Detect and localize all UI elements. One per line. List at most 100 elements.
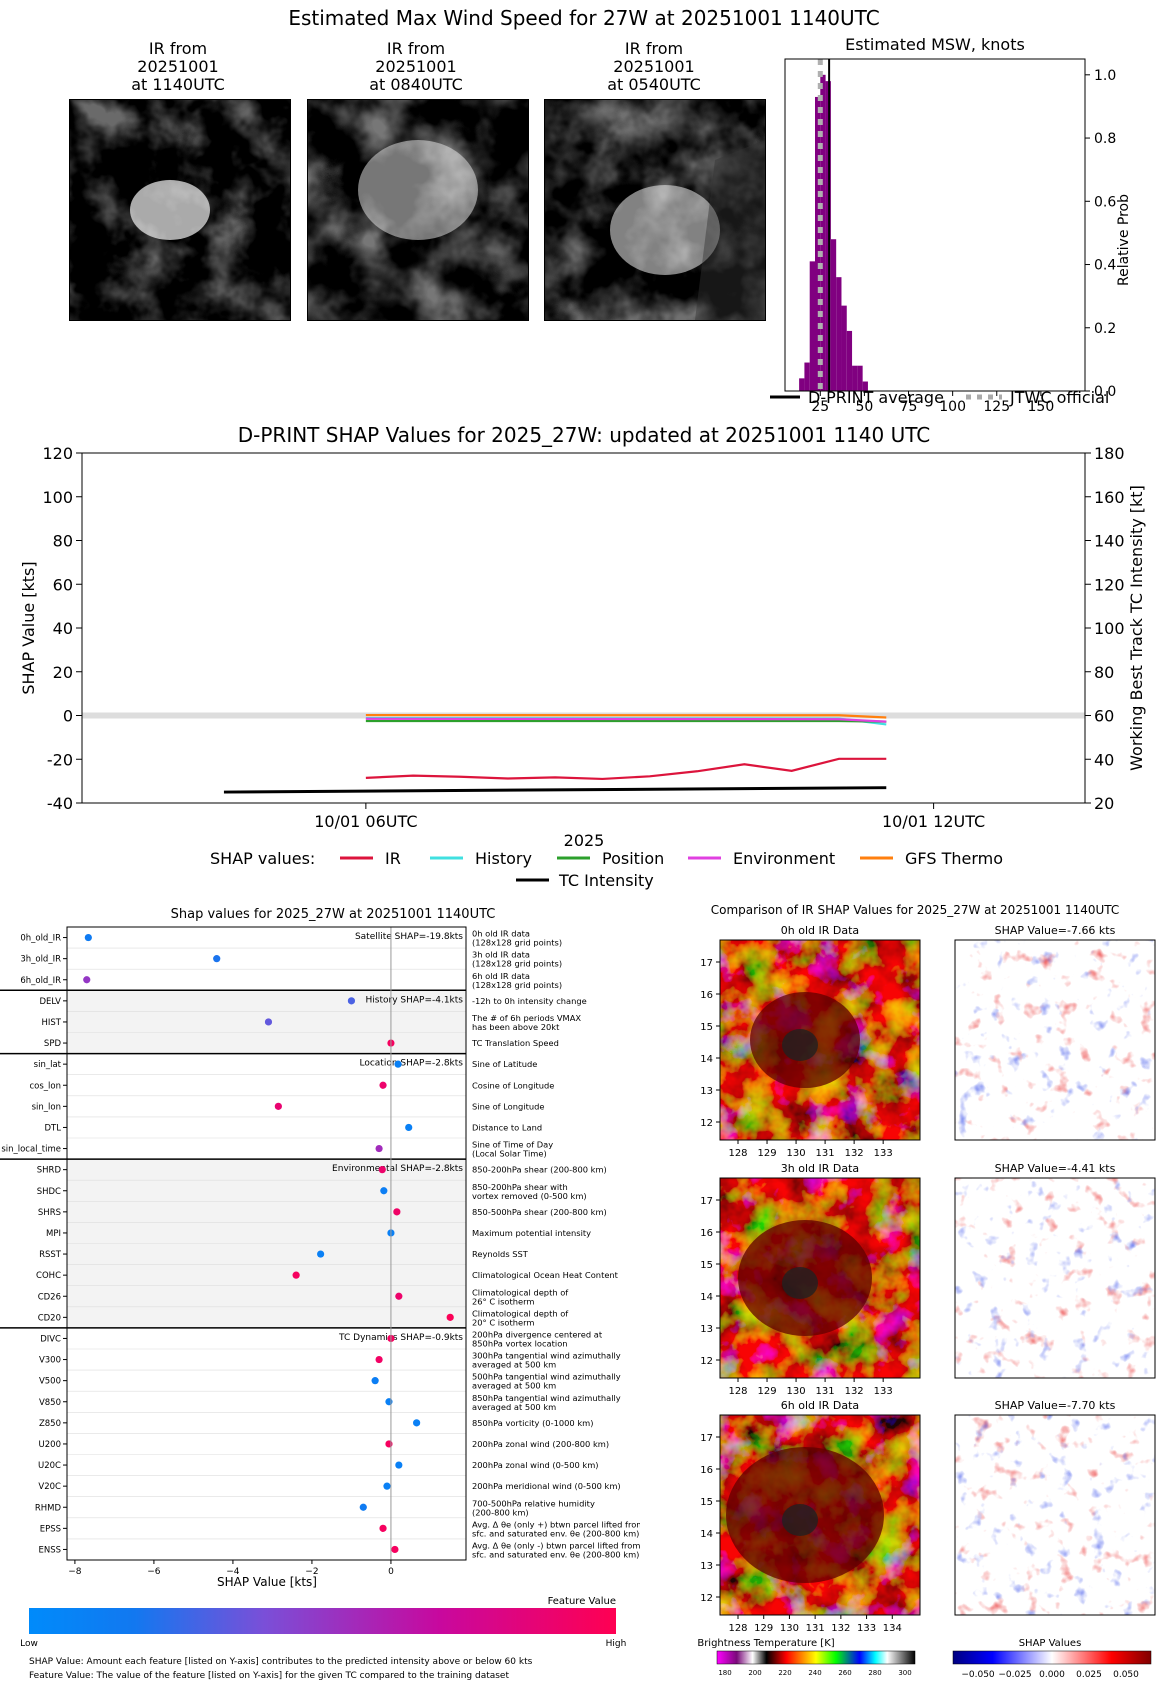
feature-group-label: Location SHAP=-2.8kts	[359, 1059, 463, 1069]
feature-chart-title: Shap values for 2025_27W at 20251001 114…	[171, 907, 496, 922]
timeseries-frame	[81, 452, 1086, 804]
shap-feature-chart: Shap values for 2025_27W at 20251001 114…	[0, 907, 640, 1681]
series-ir-line	[365, 757, 887, 781]
lat-tick-label: 13	[700, 1086, 713, 1097]
lat-tick-label: 14	[700, 1292, 713, 1303]
ir-map-frame	[719, 1414, 921, 1616]
colorbar-low-label: Low	[20, 1639, 38, 1649]
feature-description: Sine of Time of Day	[472, 1140, 553, 1150]
feature-description: Climatological Ocean Heat Content	[472, 1270, 619, 1280]
histogram-bar	[804, 362, 810, 391]
lon-tick-label: 132	[845, 1386, 864, 1397]
feature-name: DTL	[45, 1123, 62, 1133]
histogram-bar	[862, 381, 868, 391]
feature-name: RSST	[39, 1250, 62, 1260]
shap-panel-title: SHAP Value=-7.66 kts	[995, 924, 1116, 937]
histogram-xtick-label: 75	[900, 399, 918, 415]
lat-tick-label: 12	[700, 1356, 713, 1367]
ytick-label: 0	[63, 707, 73, 726]
bt-tick-label: 200	[748, 1669, 761, 1677]
feature-name: V20C	[38, 1482, 61, 1492]
feature-group-label: Satellite SHAP=-19.8kts	[355, 932, 463, 942]
lon-tick-label: 128	[728, 1623, 747, 1634]
feature-description: Reynolds SST	[472, 1249, 529, 1259]
histogram-title: Estimated MSW, knots	[845, 35, 1025, 54]
timeseries-ylabel: SHAP Value [kts]	[19, 561, 38, 694]
lat-tick-label: 16	[700, 990, 713, 1001]
feature-name: 0h_old_IR	[20, 934, 61, 944]
legend-label: Environment	[733, 849, 835, 868]
feature-description: (128x128 grid points)	[472, 959, 562, 969]
ir-panel-2-label: IR from 20251001 at 0840UTC	[369, 39, 463, 94]
feature-name: sin_lat	[34, 1060, 62, 1070]
feature-shap-point	[378, 1166, 386, 1174]
histogram-ytick-label: 0.0	[1094, 384, 1116, 400]
feature-chart-xlabel: SHAP Value [kts]	[217, 1575, 317, 1589]
ytick-label: 80	[53, 532, 73, 551]
histogram-ytick-label: 0.2	[1094, 321, 1116, 337]
feature-description: (200-800 km)	[472, 1507, 529, 1517]
ytick-right-label: 100	[1094, 619, 1125, 638]
ytick-label: -40	[47, 794, 73, 813]
lat-tick-label: 17	[700, 958, 713, 969]
feature-description: 20° C isotherm	[472, 1317, 534, 1327]
feature-shap-point	[375, 1355, 383, 1364]
legend-dprint-label: D-PRINT average	[808, 388, 944, 407]
feature-shap-point	[383, 1482, 391, 1490]
shap-map-negative	[955, 1415, 1155, 1615]
feature-name: CD26	[38, 1292, 61, 1302]
feature-shap-point	[371, 1377, 379, 1385]
ytick-label: 40	[53, 619, 73, 638]
feature-description: averaged at 500 km	[472, 1402, 556, 1412]
feature-plot-frame	[66, 926, 467, 1561]
series-environment-line	[365, 717, 887, 723]
bt-tick-label: 240	[808, 1669, 821, 1677]
feature-description: Avg. Δ θe (only -) btwn parcel lifted fr…	[472, 1540, 640, 1550]
feature-shap-point	[385, 1398, 393, 1406]
timeseries-xlabel: 2025	[564, 831, 605, 850]
legend-label: Position	[602, 849, 664, 868]
lat-tick-label: 17	[700, 1433, 713, 1444]
feature-name: sin_local_time	[1, 1145, 61, 1155]
ir-image-0540	[544, 99, 766, 321]
feature-shap-point	[379, 1524, 387, 1532]
feature-description: (128x128 grid points)	[472, 938, 562, 948]
feature-name: SHRD	[37, 1166, 62, 1176]
lat-tick-label: 16	[700, 1228, 713, 1239]
feature-name: SPD	[44, 1039, 62, 1049]
shap-panel-title: SHAP Value=-4.41 kts	[995, 1162, 1116, 1175]
feature-description: 26° C isotherm	[472, 1296, 534, 1306]
ytick-label: 60	[53, 575, 73, 594]
feature-description: sfc. and saturated env. θe (200-800 km)	[472, 1549, 639, 1559]
feature-description: -12h to 0h intensity change	[472, 996, 587, 1006]
ytick-right-label: 40	[1094, 750, 1114, 769]
feature-description: 500hPa tangential wind azimuthally	[472, 1372, 621, 1382]
feature-description: sfc. and saturated env. θe (200-800 km)	[472, 1528, 639, 1538]
ytick-label: 20	[53, 663, 73, 682]
histogram-bar	[841, 305, 847, 391]
feature-shap-point	[395, 1292, 403, 1300]
ytick-right-label: 120	[1094, 575, 1125, 594]
lon-tick-label: 129	[757, 1386, 776, 1397]
feature-description: Climatological depth of	[472, 1287, 569, 1297]
lat-tick-label: 15	[700, 1497, 713, 1508]
msw-histogram: Estimated MSW, knots 25 50 75 100 125 150 0.0…	[770, 35, 1132, 415]
ir-cold-top	[782, 1029, 818, 1061]
feature-group-label: History SHAP=-4.1kts	[366, 995, 464, 1005]
ytick-right-label: 60	[1094, 707, 1114, 726]
feature-description: 0h old IR data	[472, 929, 530, 939]
feature-shap-point	[359, 1503, 367, 1511]
feature-description: 850-500hPa shear (200-800 km)	[472, 1207, 607, 1217]
lon-tick-label: 131	[806, 1623, 825, 1634]
ir-shap-comparison: Comparison of IR SHAP Values for 2025_27…	[697, 903, 1156, 1680]
legend-jtwc-label: JTWC official	[1009, 388, 1109, 407]
timeseries-ylabel-right: Working Best Track TC Intensity [kt]	[1127, 485, 1146, 771]
lon-tick-label: 133	[857, 1623, 876, 1634]
legend-label: IR	[385, 849, 401, 868]
shap-map-negative	[955, 1178, 1155, 1378]
lon-tick-label: 134	[883, 1623, 902, 1634]
bt-tick-label: 180	[718, 1669, 731, 1677]
feature-name: RHMD	[35, 1503, 62, 1513]
histogram-bar	[836, 277, 842, 391]
feature-shap-point	[347, 997, 356, 1005]
